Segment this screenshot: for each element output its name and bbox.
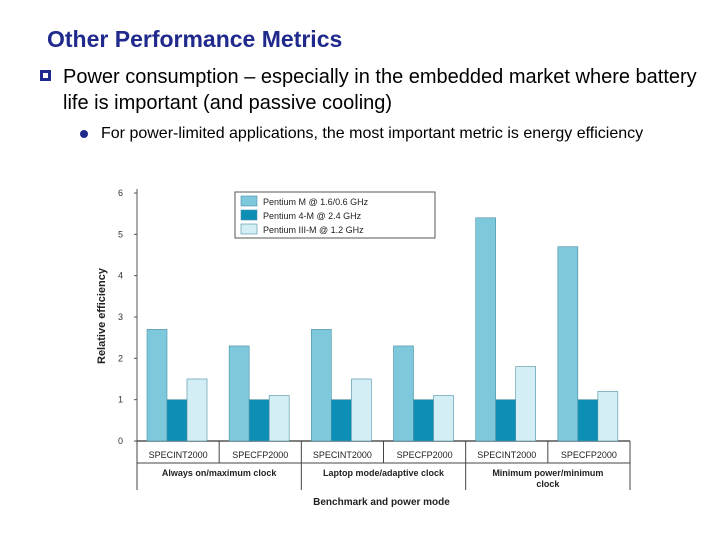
x-category-label: SPECINT2000 bbox=[313, 450, 372, 460]
bar bbox=[433, 395, 454, 442]
group-label: Minimum power/minimum clock bbox=[492, 468, 603, 489]
legend-entry: Pentium M @ 1.6/0.6 GHz bbox=[263, 197, 369, 207]
square-bullet-icon bbox=[40, 70, 51, 81]
legend-swatch bbox=[240, 209, 258, 221]
bullet-energy-efficiency: For power-limited applications, the most… bbox=[80, 124, 660, 144]
bar bbox=[393, 345, 414, 442]
bar bbox=[577, 399, 599, 442]
x-axis-label: Benchmark and power mode bbox=[313, 497, 450, 508]
bar bbox=[515, 366, 536, 442]
bar bbox=[166, 399, 188, 442]
bar bbox=[557, 246, 579, 442]
bullet-text: Power consumption – especially in the em… bbox=[63, 66, 697, 114]
group-label: Always on/maximum clock bbox=[162, 468, 278, 478]
y-tick-label: 6 bbox=[118, 188, 123, 198]
bar bbox=[597, 391, 619, 442]
bar bbox=[495, 399, 516, 442]
bar bbox=[351, 378, 372, 442]
x-category-label: SPECFP2000 bbox=[561, 450, 617, 460]
bar bbox=[186, 378, 208, 442]
bar bbox=[331, 399, 352, 442]
group-label: Laptop mode/adaptive clock bbox=[323, 468, 445, 478]
bar bbox=[248, 399, 270, 442]
bar bbox=[146, 329, 168, 442]
y-tick-label: 4 bbox=[118, 271, 123, 281]
round-bullet-icon bbox=[80, 130, 88, 138]
bullet-power-consumption: Power consumption – especially in the em… bbox=[40, 64, 700, 116]
legend-entry: Pentium 4-M @ 2.4 GHz bbox=[263, 211, 362, 221]
bar bbox=[228, 345, 250, 442]
y-tick-label: 3 bbox=[118, 312, 123, 322]
legend-swatch bbox=[240, 195, 258, 207]
sub-bullet-text: For power-limited applications, the most… bbox=[101, 125, 644, 142]
y-axis-label: Relative efficiency bbox=[96, 267, 108, 364]
x-category-label: SPECFP2000 bbox=[232, 450, 288, 460]
y-tick-label: 1 bbox=[118, 395, 123, 405]
x-category-label: SPECINT2000 bbox=[477, 450, 536, 460]
legend-entry: Pentium III-M @ 1.2 GHz bbox=[263, 225, 364, 235]
bar bbox=[268, 395, 290, 442]
bar bbox=[311, 329, 332, 442]
y-tick-label: 5 bbox=[118, 229, 123, 239]
legend-box bbox=[234, 191, 436, 239]
bar bbox=[413, 399, 434, 442]
slide-title: Other Performance Metrics bbox=[47, 26, 343, 52]
y-tick-label: 2 bbox=[118, 353, 123, 363]
y-tick-label: 0 bbox=[118, 436, 123, 446]
x-category-label: SPECINT2000 bbox=[149, 450, 208, 460]
bar bbox=[475, 217, 496, 442]
legend-swatch bbox=[240, 223, 258, 235]
x-category-label: SPECFP2000 bbox=[397, 450, 453, 460]
